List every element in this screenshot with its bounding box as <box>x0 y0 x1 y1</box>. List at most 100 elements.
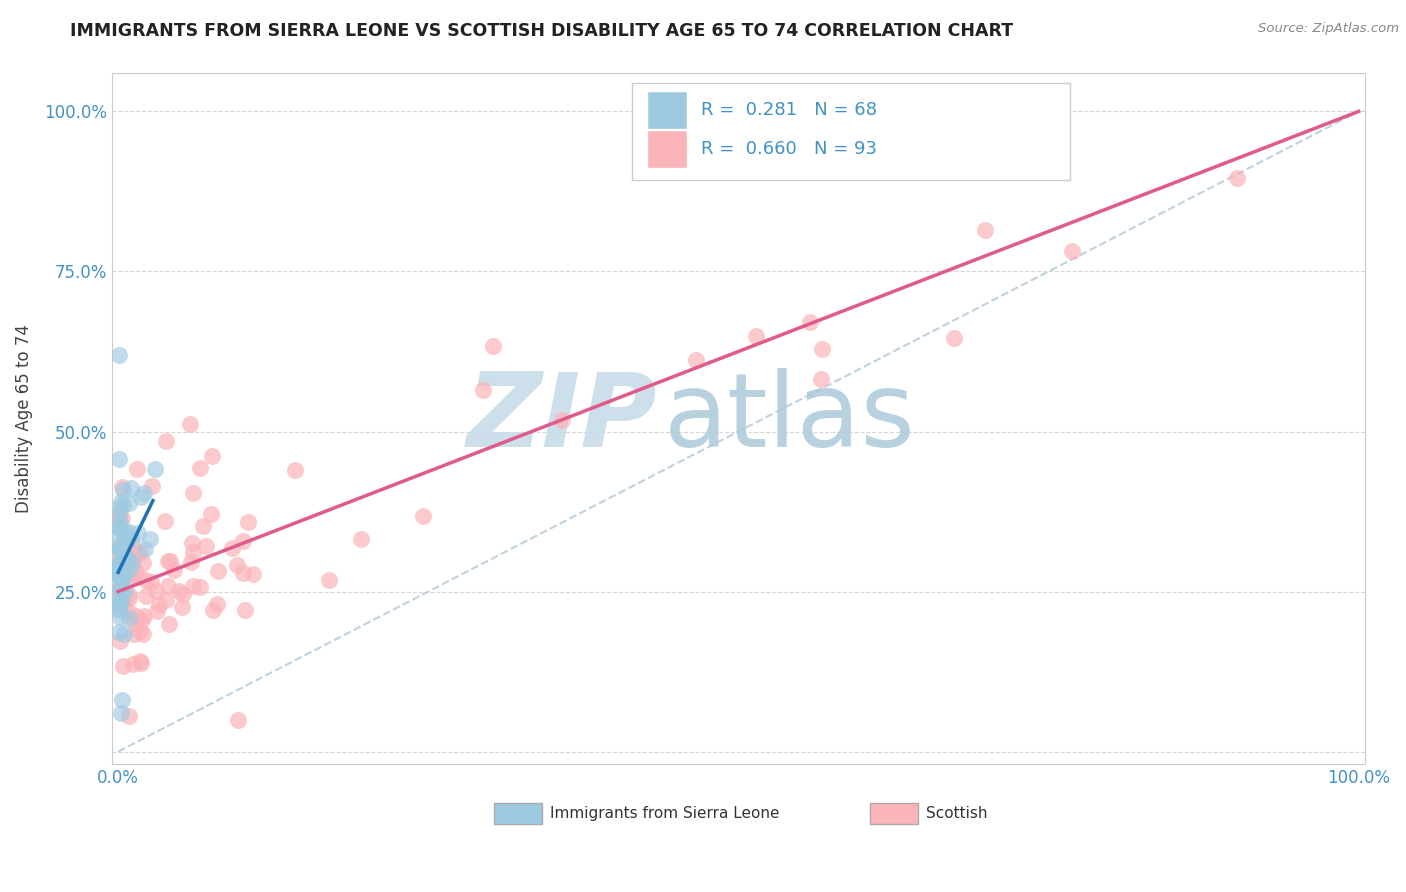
Point <box>121 557 143 571</box>
Point <box>811 343 834 357</box>
Point <box>1049 158 1071 172</box>
Point <box>472 383 495 397</box>
Point <box>108 509 131 524</box>
Point <box>162 563 184 577</box>
Point <box>108 571 131 585</box>
Point <box>107 558 129 573</box>
Point <box>238 515 260 529</box>
Point <box>226 713 249 727</box>
Point <box>108 610 131 624</box>
Point <box>139 532 162 546</box>
Point <box>110 586 132 600</box>
Point <box>117 535 139 549</box>
Point <box>159 554 181 568</box>
Point <box>112 498 135 512</box>
Point <box>810 372 832 386</box>
Point <box>108 451 131 466</box>
Point <box>202 603 225 617</box>
Point <box>191 519 214 533</box>
Point <box>181 485 204 500</box>
Text: Scottish: Scottish <box>927 806 988 821</box>
Point <box>107 569 129 583</box>
Point <box>108 541 131 555</box>
Point <box>131 613 153 627</box>
Point <box>112 483 135 497</box>
Point <box>118 588 141 602</box>
Point <box>110 535 132 549</box>
Point <box>195 539 218 553</box>
Point <box>132 609 155 624</box>
Point <box>129 490 152 504</box>
Point <box>108 542 131 557</box>
Point <box>110 593 132 607</box>
Point <box>110 634 132 648</box>
Point <box>124 563 146 577</box>
Point <box>157 617 180 632</box>
Point <box>112 627 135 641</box>
Point <box>108 582 131 597</box>
Point <box>139 575 162 590</box>
Point <box>179 417 201 432</box>
Point <box>108 521 131 535</box>
Point <box>125 609 148 624</box>
Point <box>117 605 139 619</box>
Text: ZIP: ZIP <box>467 368 657 469</box>
Point <box>143 461 166 475</box>
Point <box>974 223 997 237</box>
Point <box>141 479 163 493</box>
Text: Immigrants from Sierra Leone: Immigrants from Sierra Leone <box>551 806 780 821</box>
Point <box>111 659 134 673</box>
Point <box>120 481 142 495</box>
Point <box>107 528 129 542</box>
Point <box>110 593 132 607</box>
Point <box>121 568 143 582</box>
Point <box>114 584 136 599</box>
Point <box>180 555 202 569</box>
Point <box>121 538 143 552</box>
Point <box>1226 171 1249 186</box>
Text: IMMIGRANTS FROM SIERRA LEONE VS SCOTTISH DISABILITY AGE 65 TO 74 CORRELATION CHA: IMMIGRANTS FROM SIERRA LEONE VS SCOTTISH… <box>70 22 1014 40</box>
Point <box>995 142 1018 156</box>
Point <box>232 533 254 548</box>
Point <box>120 530 142 544</box>
Point <box>110 706 132 721</box>
Point <box>114 528 136 542</box>
Point <box>117 611 139 625</box>
Point <box>110 515 132 529</box>
Point <box>112 599 135 613</box>
Point <box>110 597 132 611</box>
Point <box>412 508 434 523</box>
Text: Source: ZipAtlas.com: Source: ZipAtlas.com <box>1258 22 1399 36</box>
Point <box>145 583 167 598</box>
Point <box>129 656 152 670</box>
Point <box>155 434 177 448</box>
Point <box>157 579 180 593</box>
Bar <box>870 803 918 824</box>
Point <box>115 551 138 566</box>
Point <box>181 536 204 550</box>
Point <box>108 348 131 362</box>
Point <box>132 485 155 500</box>
Point <box>134 541 156 556</box>
Text: R =  0.281   N = 68: R = 0.281 N = 68 <box>700 101 877 119</box>
Bar <box>494 803 541 824</box>
Point <box>135 590 157 604</box>
Point <box>108 548 131 562</box>
Point <box>129 545 152 559</box>
Point <box>118 563 141 577</box>
Point <box>127 462 149 476</box>
Point <box>148 599 170 613</box>
Point <box>1062 244 1084 258</box>
Text: R =  0.660   N = 93: R = 0.660 N = 93 <box>700 140 877 158</box>
Point <box>242 566 264 581</box>
Point <box>181 545 204 559</box>
Point <box>349 532 371 546</box>
Point <box>284 463 307 477</box>
Point <box>132 557 155 571</box>
Point <box>111 480 134 494</box>
Point <box>122 615 145 629</box>
Point <box>107 558 129 572</box>
Point <box>233 603 256 617</box>
Point <box>207 564 229 578</box>
Point <box>108 509 131 524</box>
